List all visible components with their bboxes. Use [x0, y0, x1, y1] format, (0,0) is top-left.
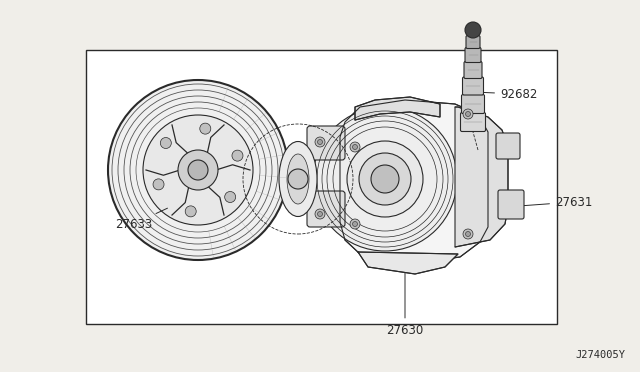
Circle shape [465, 231, 470, 237]
Circle shape [185, 206, 196, 217]
Text: 27633: 27633 [115, 208, 168, 231]
Circle shape [315, 209, 325, 219]
Circle shape [353, 221, 358, 227]
FancyBboxPatch shape [307, 126, 345, 160]
FancyBboxPatch shape [464, 61, 482, 78]
Circle shape [288, 169, 308, 189]
Circle shape [108, 80, 288, 260]
Circle shape [359, 153, 411, 205]
Circle shape [465, 112, 470, 116]
Polygon shape [340, 100, 488, 264]
Circle shape [353, 144, 358, 150]
Polygon shape [355, 97, 440, 120]
Circle shape [153, 179, 164, 190]
FancyBboxPatch shape [461, 94, 484, 113]
FancyBboxPatch shape [466, 35, 480, 48]
Circle shape [315, 137, 325, 147]
FancyBboxPatch shape [307, 191, 345, 227]
Circle shape [463, 109, 473, 119]
Text: J274005Y: J274005Y [575, 350, 625, 360]
Circle shape [350, 142, 360, 152]
Polygon shape [358, 252, 458, 274]
FancyBboxPatch shape [463, 77, 483, 95]
Bar [86, 50, 557, 324]
Circle shape [317, 140, 323, 144]
Circle shape [200, 123, 211, 134]
Circle shape [465, 22, 481, 38]
FancyBboxPatch shape [465, 48, 481, 62]
Circle shape [317, 212, 323, 217]
Circle shape [463, 229, 473, 239]
Circle shape [178, 150, 218, 190]
Circle shape [143, 115, 253, 225]
Circle shape [313, 107, 457, 251]
Circle shape [232, 150, 243, 161]
Circle shape [161, 138, 172, 148]
Text: 92682: 92682 [476, 87, 538, 100]
FancyBboxPatch shape [498, 190, 524, 219]
Polygon shape [455, 107, 508, 247]
Text: 27630: 27630 [387, 263, 424, 337]
FancyBboxPatch shape [496, 133, 520, 159]
Circle shape [188, 160, 208, 180]
Circle shape [347, 141, 423, 217]
Circle shape [350, 219, 360, 229]
Ellipse shape [279, 141, 317, 217]
Circle shape [371, 165, 399, 193]
Circle shape [225, 192, 236, 202]
FancyBboxPatch shape [461, 112, 486, 131]
Text: 27631: 27631 [508, 196, 593, 208]
Ellipse shape [287, 154, 309, 204]
